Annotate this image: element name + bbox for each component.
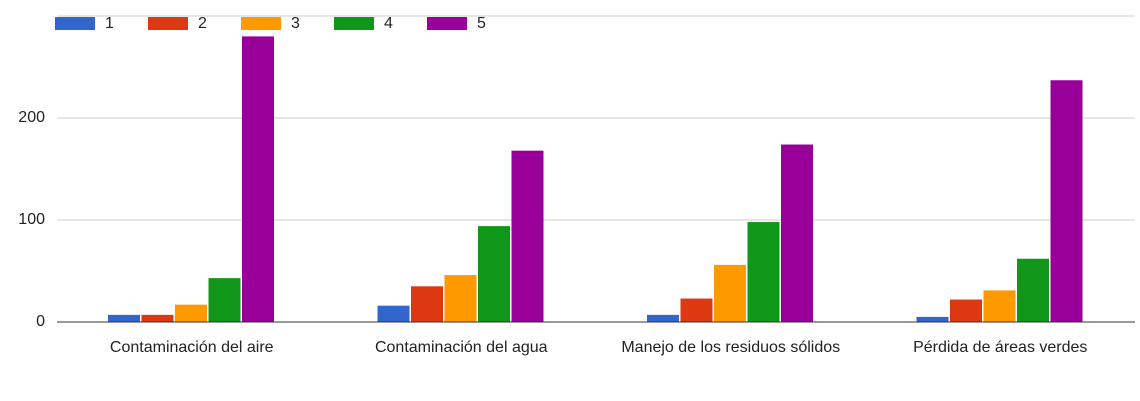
bar <box>916 316 949 322</box>
y-tick-label: 100 <box>18 211 45 228</box>
bar <box>377 305 410 322</box>
bar <box>647 314 679 322</box>
legend-swatch <box>148 17 188 30</box>
legend-label: 4 <box>384 15 393 32</box>
x-tick-label: Pérdida de áreas verdes <box>913 339 1088 356</box>
y-tick-label: 0 <box>36 313 45 330</box>
bar <box>747 222 780 322</box>
x-tick-label: Manejo de los residuos sólidos <box>621 339 841 356</box>
legend-label: 3 <box>291 15 300 32</box>
legend-swatch <box>55 17 95 30</box>
legend-swatch <box>241 17 281 30</box>
bar <box>511 150 544 322</box>
legend-swatch <box>427 17 467 30</box>
bar <box>781 144 813 322</box>
bar <box>950 299 982 322</box>
x-tick-label: Contaminación del aire <box>109 339 274 356</box>
bar <box>1017 258 1049 322</box>
legend-swatch <box>334 17 374 30</box>
legend-label: 2 <box>198 15 207 32</box>
bar <box>1050 80 1083 322</box>
legend-label: 1 <box>105 15 114 32</box>
bar <box>141 314 174 322</box>
bar <box>444 275 477 322</box>
bar <box>714 264 746 322</box>
bar <box>175 304 207 322</box>
bar <box>108 314 140 322</box>
bar <box>208 278 241 322</box>
bar <box>411 286 443 322</box>
bar <box>478 226 510 322</box>
legend-label: 5 <box>477 15 486 32</box>
bar <box>983 290 1016 322</box>
bar <box>242 36 274 323</box>
y-tick-label: 200 <box>18 109 45 126</box>
x-tick-label: Contaminación del agua <box>374 339 548 356</box>
bar <box>680 298 713 322</box>
